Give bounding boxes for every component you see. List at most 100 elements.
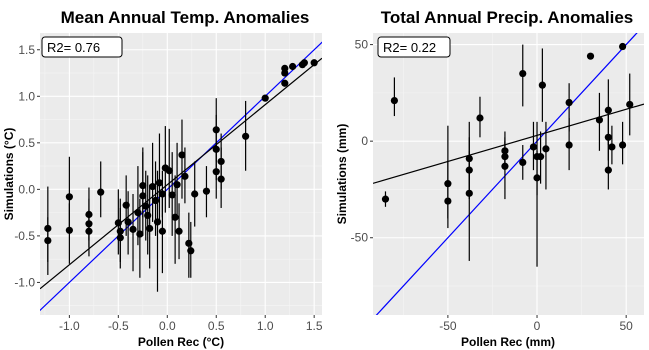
data-point bbox=[139, 192, 147, 200]
y-tick-label: 0.5 bbox=[18, 136, 35, 150]
data-point bbox=[289, 62, 297, 71]
data-point bbox=[533, 174, 541, 182]
plot-panel bbox=[373, 33, 644, 315]
one-to-one-line bbox=[375, 33, 638, 315]
y-tick-label: 0 bbox=[361, 134, 368, 148]
r2-label: R2= 0.22 bbox=[383, 40, 436, 55]
y-tick-label: -0.5 bbox=[14, 229, 35, 243]
data-point bbox=[165, 167, 173, 175]
y-axis-title: Simulations (°C) bbox=[2, 128, 16, 221]
data-point bbox=[44, 236, 52, 245]
data-point bbox=[519, 158, 527, 167]
data-point bbox=[212, 145, 220, 153]
data-point bbox=[114, 219, 122, 227]
data-point bbox=[604, 106, 612, 114]
x-tick-label: 0 bbox=[534, 319, 541, 333]
data-point bbox=[501, 147, 509, 155]
data-point bbox=[465, 154, 473, 163]
r2-label-box: R2= 0.22 bbox=[377, 36, 451, 58]
data-point bbox=[149, 182, 157, 191]
data-point bbox=[619, 42, 627, 51]
data-point bbox=[85, 220, 93, 228]
fit-line bbox=[40, 57, 322, 290]
temp-chart: Mean Annual Temp. Anomalies -1.0 -0.5 0.0 0… bbox=[2, 8, 323, 349]
data-point bbox=[619, 141, 627, 149]
data-point bbox=[65, 226, 73, 234]
data-point bbox=[586, 52, 595, 60]
x-axis-ticks: -1.0 -0.5 0.0 0.5 1.0 1.5 bbox=[59, 315, 323, 333]
data-point bbox=[85, 210, 93, 219]
data-point bbox=[158, 190, 166, 198]
chart-title: Mean Annual Temp. Anomalies bbox=[61, 8, 310, 27]
x-tick-label: 1.5 bbox=[306, 319, 323, 333]
data-point bbox=[242, 132, 250, 140]
data-point bbox=[144, 211, 152, 220]
data-point bbox=[565, 98, 573, 107]
data-point bbox=[173, 181, 181, 189]
data-point bbox=[178, 151, 186, 159]
data-point bbox=[538, 81, 546, 89]
x-axis-ticks: -50 0 50 bbox=[439, 315, 633, 333]
data-point bbox=[217, 157, 225, 166]
data-point bbox=[501, 153, 509, 161]
data-point bbox=[212, 168, 220, 176]
x-tick-label: 1.0 bbox=[257, 319, 274, 333]
x-tick-label: -0.5 bbox=[108, 319, 129, 333]
data-point bbox=[155, 179, 164, 187]
data-point bbox=[381, 195, 390, 203]
data-points bbox=[44, 59, 318, 255]
data-point bbox=[565, 141, 573, 149]
y-tick-label: -1.0 bbox=[14, 275, 35, 289]
x-tick-label: 50 bbox=[619, 319, 633, 333]
x-tick-label: -1.0 bbox=[59, 319, 80, 333]
data-point bbox=[146, 224, 154, 233]
chart-title: Total Annual Precip. Anomalies bbox=[381, 8, 634, 27]
data-point bbox=[136, 230, 144, 238]
data-point bbox=[604, 166, 612, 174]
data-point bbox=[281, 79, 289, 87]
data-point bbox=[153, 218, 162, 226]
data-point bbox=[529, 143, 538, 151]
data-point bbox=[97, 188, 105, 196]
data-point bbox=[536, 153, 545, 161]
precip-chart: Total Annual Precip. Anomalies -50 0 50 -5… bbox=[335, 8, 644, 349]
data-point bbox=[281, 64, 289, 72]
data-point bbox=[476, 114, 484, 122]
data-point bbox=[202, 187, 211, 195]
data-point bbox=[142, 202, 150, 210]
data-point bbox=[217, 175, 225, 183]
y-tick-label: 1.0 bbox=[18, 89, 35, 103]
data-point bbox=[310, 59, 318, 67]
data-point bbox=[212, 126, 220, 134]
data-point bbox=[168, 191, 176, 199]
data-point bbox=[122, 201, 130, 209]
data-point bbox=[151, 196, 160, 205]
data-point bbox=[519, 69, 527, 78]
data-point bbox=[187, 247, 195, 255]
data-point bbox=[116, 234, 124, 242]
x-tick-label: 0.0 bbox=[159, 319, 176, 333]
data-point bbox=[134, 209, 142, 217]
data-point bbox=[139, 182, 147, 190]
data-point bbox=[171, 213, 179, 221]
data-point bbox=[44, 224, 52, 233]
y-axis-title: Simulations (mm) bbox=[335, 124, 349, 225]
x-axis-title: Pollen Rec (°C) bbox=[138, 335, 224, 349]
y-tick-label: -50 bbox=[351, 231, 369, 245]
data-point bbox=[444, 180, 452, 188]
data-point bbox=[175, 227, 183, 235]
data-point bbox=[595, 116, 604, 124]
data-point bbox=[185, 239, 193, 247]
data-point bbox=[604, 133, 612, 141]
data-point bbox=[124, 218, 132, 226]
data-point bbox=[465, 189, 473, 197]
data-point bbox=[65, 193, 73, 201]
data-point bbox=[129, 225, 137, 233]
data-point bbox=[261, 94, 269, 102]
data-point bbox=[158, 227, 166, 235]
data-point bbox=[300, 59, 308, 67]
data-point bbox=[465, 166, 473, 174]
r2-label-box: R2= 0.76 bbox=[41, 36, 123, 58]
y-tick-label: 1.5 bbox=[18, 43, 35, 57]
